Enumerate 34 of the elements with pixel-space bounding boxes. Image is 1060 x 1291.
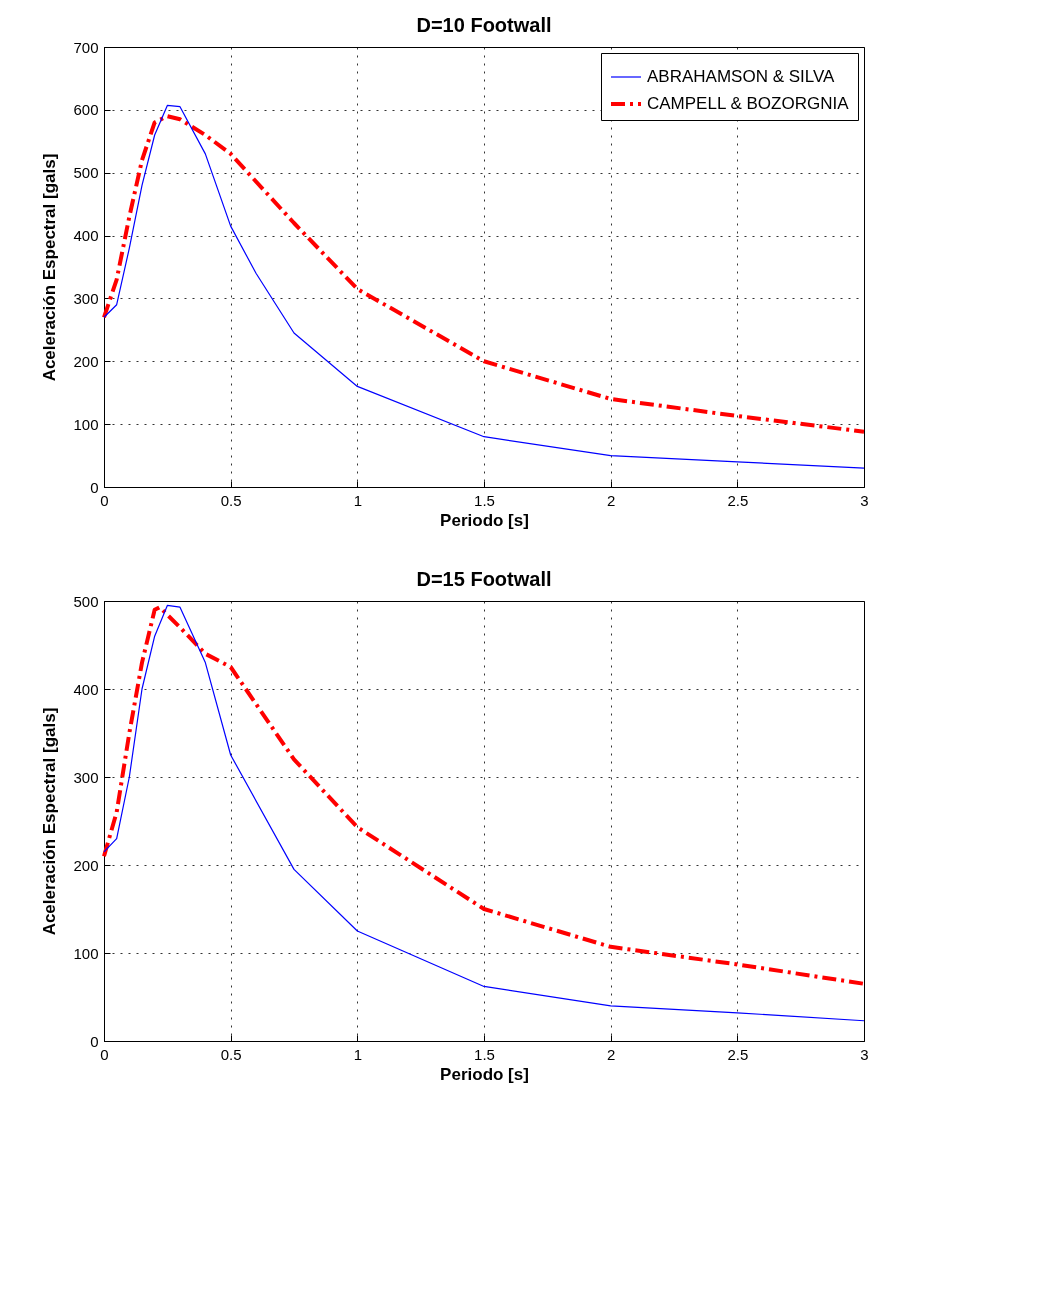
y-axis-title: Aceleración Espectral [gals]: [40, 153, 60, 382]
y-tick-label: 300: [73, 289, 99, 307]
y-tick-label: 500: [73, 164, 99, 182]
y-tick-label: 100: [73, 944, 99, 962]
x-tick-label: 1: [353, 1045, 363, 1063]
y-tick-label: 400: [73, 227, 99, 245]
y-tick-label: 600: [73, 101, 99, 119]
y-tick-label: 100: [73, 415, 99, 433]
y-tick-label: 200: [73, 856, 99, 874]
y-axis-title: Aceleración Espectral [gals]: [40, 707, 60, 936]
x-tick-label: 2.5: [727, 491, 749, 509]
x-tick-label: 2: [606, 491, 616, 509]
y-tick-label: 0: [90, 478, 99, 496]
x-tick-label: 3: [860, 1045, 869, 1063]
y-tick-label: 0: [90, 1032, 99, 1050]
y-tick-label: 500: [73, 592, 99, 610]
y-tick-label: 400: [73, 680, 99, 698]
x-tick-label: 1.5: [474, 491, 495, 509]
chart-title: D=15 Footwall: [416, 568, 552, 590]
chart-title: D=10 Footwall: [416, 14, 552, 36]
legend-label: CAMPELL & BOZORGNIA: [647, 94, 850, 113]
y-tick-label: 200: [73, 352, 99, 370]
x-tick-label: 0.5: [220, 491, 242, 509]
x-tick-label: 2.5: [727, 1045, 749, 1063]
x-axis-title: Periodo [s]: [440, 510, 529, 530]
y-tick-label: 300: [73, 768, 99, 786]
y-tick-label: 700: [73, 38, 99, 56]
x-tick-label: 1: [353, 491, 363, 509]
x-tick-label: 0.5: [220, 1045, 242, 1063]
x-tick-label: 1.5: [474, 1045, 495, 1063]
x-tick-label: 3: [860, 491, 869, 509]
legend-label: ABRAHAMSON & SILVA: [647, 67, 836, 86]
x-tick-label: 2: [606, 1045, 616, 1063]
x-axis-title: Periodo [s]: [440, 1064, 529, 1084]
